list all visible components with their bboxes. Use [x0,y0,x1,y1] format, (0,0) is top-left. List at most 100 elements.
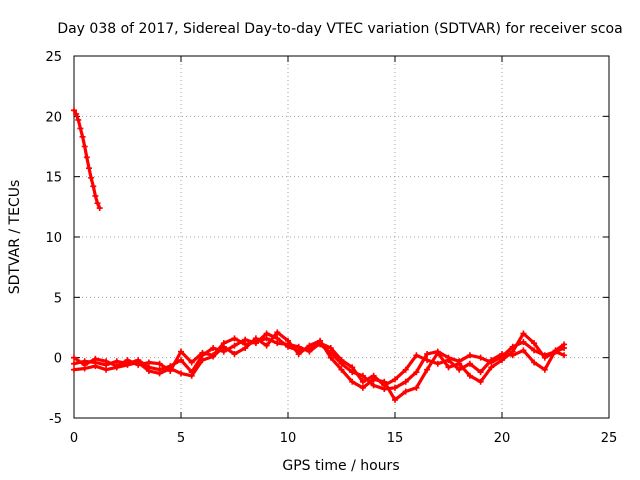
data-point [424,366,431,373]
data-point [456,360,463,367]
data-point [466,372,473,379]
y-tick-label: 5 [54,291,62,306]
data-point [199,349,206,356]
data-point [73,110,80,117]
data-point [488,357,495,364]
data-point [370,372,377,379]
y-axis-label: SDTVAR / TECUs [7,180,23,295]
y-tick-label: 20 [45,110,62,125]
data-point [413,384,420,391]
data-point [167,367,174,374]
data-point [88,174,95,181]
data-point [317,340,324,347]
data-point [92,355,99,362]
data-point [520,338,527,345]
y-tick-label: 15 [45,171,62,186]
data-point [445,357,452,364]
data-point [445,364,452,371]
data-point [231,351,238,358]
data-point [381,382,388,389]
data-point [402,366,409,373]
data-point [75,116,82,123]
data-point [71,354,77,361]
data-point [71,107,77,114]
x-axis-label: GPS time / hours [282,458,399,474]
x-tick-label: 5 [177,431,185,446]
data-point [85,165,92,172]
data-point [402,378,409,385]
data-point [199,357,206,364]
data-point [424,357,431,364]
data-point [327,354,334,361]
data-point [252,338,259,345]
data-point [541,354,548,361]
data-point [359,384,366,391]
y-tick-label: -5 [49,412,62,427]
data-point [413,352,420,359]
x-tick-label: 15 [387,431,404,446]
data-point [531,340,538,347]
y-tick-label: 25 [45,50,62,65]
data-point [231,335,238,342]
data-point [552,347,559,354]
data-point [188,372,195,379]
data-point [79,133,86,140]
data-point [456,366,463,373]
data-point [263,342,270,349]
data-point [135,361,142,368]
data-point [83,154,90,161]
data-point [499,357,505,364]
data-point [370,382,377,389]
data-point [477,354,484,361]
data-point [103,358,110,365]
y-tick-label: 0 [54,352,62,367]
data-point [231,342,238,349]
data-point [274,329,281,336]
data-point [509,352,516,359]
data-point [242,341,249,348]
data-point [77,125,84,132]
data-point [392,396,398,403]
data-point [392,376,398,383]
data-point [81,361,88,368]
data-point [210,345,217,352]
data-point [466,352,473,359]
data-point [349,378,356,385]
chart-title: Day 038 of 2017, Sidereal Day-to-day VTE… [57,21,622,37]
x-tick-label: 10 [280,431,297,446]
data-point [561,341,568,348]
data-point [327,345,334,352]
data-point [145,367,152,374]
data-point [71,366,77,373]
data-point [413,369,420,376]
data-point [90,183,97,190]
data-point [188,359,195,366]
data-point [92,192,99,199]
data-point [178,348,184,355]
data-point [338,357,345,364]
data-point [424,351,431,358]
data-point [220,340,227,347]
data-point [499,351,505,358]
data-point [92,363,99,370]
data-point [263,335,270,342]
data-point [285,341,291,348]
axis-ticks: 0 5 10 15 20 25 -5 0 5 10 15 20 25 [45,50,617,446]
y-tick-label: 10 [45,231,62,246]
data-point [477,369,484,376]
series-4 [71,335,568,389]
data-point [274,340,281,347]
data-point [178,357,184,364]
data-point [178,370,184,377]
data-point [306,342,313,349]
data-point [156,370,163,377]
data-point [434,349,441,356]
data-point [210,352,217,359]
data-point [94,200,101,207]
data-point [466,360,473,367]
x-tick-label: 0 [70,431,78,446]
data-point [477,378,484,385]
data-point [520,330,527,337]
data-point [113,363,120,370]
